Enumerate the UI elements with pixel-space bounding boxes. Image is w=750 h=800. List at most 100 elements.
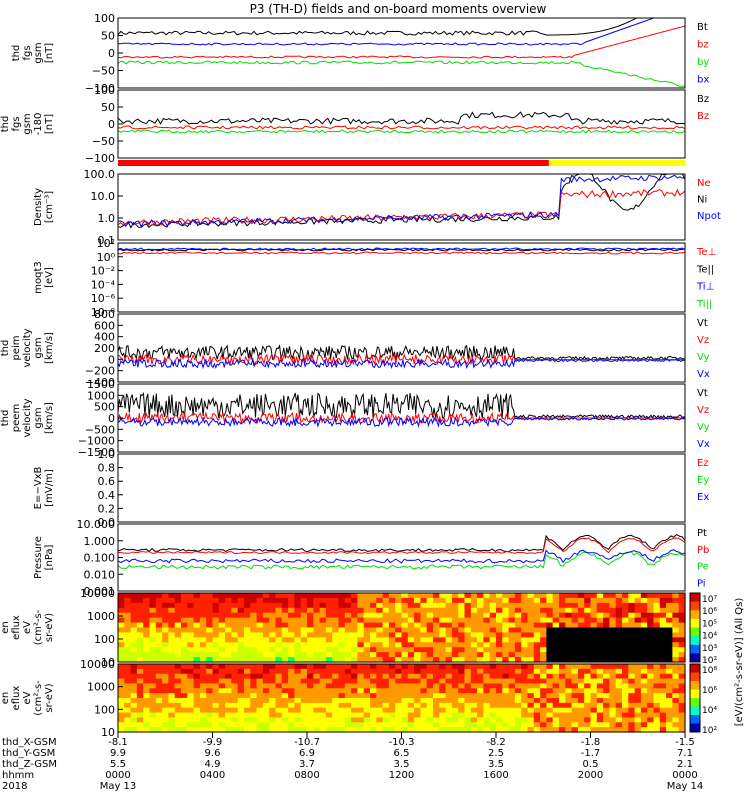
spectrogram-cell — [533, 683, 541, 689]
spectrogram-cell — [262, 678, 270, 685]
spectrogram-cell — [275, 622, 283, 629]
spectrogram-cell — [269, 642, 277, 648]
spectrogram-cell — [199, 617, 207, 624]
spectrogram-cell — [540, 607, 547, 614]
spectrogram-cell — [584, 607, 592, 614]
colorbar-label: [eV/(cm²-s-sr-eV)] (All Qs) — [734, 598, 745, 727]
spectrogram-cell — [678, 637, 686, 643]
ylabel-line: thd — [0, 116, 11, 133]
spectrogram-cell — [225, 707, 232, 714]
spectrogram-cell — [244, 722, 251, 728]
spectrogram-cell — [647, 698, 655, 704]
spectrogram-cell — [370, 602, 377, 609]
spectrogram-cell — [546, 707, 554, 714]
ytick-label: 1000 — [87, 681, 115, 694]
spectrogram-cell — [225, 688, 232, 694]
spectrogram-cell — [118, 683, 125, 689]
spectrogram-cell — [294, 673, 302, 680]
spectrogram-cell — [382, 668, 390, 675]
spectrogram-cell — [181, 722, 188, 728]
spectrogram-cell — [212, 612, 220, 619]
ylabel-line: (cm²-s- — [33, 609, 44, 645]
spectrogram-cell — [401, 612, 409, 619]
spectrogram-cell — [395, 698, 403, 704]
spectrogram-cell — [269, 688, 277, 694]
spectrogram-cell — [577, 593, 585, 599]
spectrogram-cell — [426, 627, 434, 634]
spectrogram-cell — [370, 652, 377, 658]
spectrogram-cell — [571, 712, 579, 719]
spectrogram-cell — [552, 678, 560, 685]
spectrogram-cell — [193, 683, 201, 689]
xtick-y: -1.7 — [581, 748, 601, 759]
spectrogram-cell — [678, 688, 686, 694]
spectrogram-cell — [420, 702, 428, 709]
spectrogram-cell — [634, 627, 642, 634]
spectrogram-cell — [143, 678, 151, 685]
spectrogram-cell — [622, 597, 629, 604]
colorbar-tick: 10² — [702, 656, 717, 666]
spectrogram-cell — [590, 657, 598, 663]
colorbar-tick: 10³ — [702, 644, 717, 654]
spectrogram-cell — [155, 622, 163, 629]
spectrogram-cell — [470, 612, 478, 619]
spectrogram-cell — [244, 698, 251, 704]
spectrogram-cell — [640, 622, 648, 629]
spectrogram-cell — [496, 637, 503, 643]
spectrogram-cell — [496, 678, 503, 685]
spectrogram-cell — [168, 707, 176, 714]
spectrogram-cell — [414, 698, 421, 704]
spectrogram-cell — [496, 593, 503, 599]
spectrogram-cell — [382, 593, 390, 599]
spectrogram-cell — [439, 637, 447, 643]
spectrogram-cell — [130, 617, 138, 624]
spectrogram-cell — [300, 647, 308, 653]
ytick-label: 10000 — [80, 587, 115, 600]
spectrogram-cell — [533, 617, 541, 624]
spectrogram-cell — [307, 627, 314, 634]
spectrogram-cell — [464, 707, 472, 714]
spectrogram-cell — [622, 617, 629, 624]
spectrogram-cell — [351, 688, 358, 694]
spectrogram-cell — [477, 617, 484, 624]
spectrogram-cell — [124, 597, 132, 604]
spectrogram-cell — [559, 673, 566, 680]
spectrogram-cell — [212, 693, 220, 699]
spectrogram-cell — [281, 657, 289, 663]
spectrogram-cell — [451, 593, 459, 599]
spectrogram-cell — [332, 717, 340, 723]
spectrogram-cell — [464, 637, 472, 643]
spectrogram-cell — [672, 722, 680, 728]
ylabel-line: gsm — [22, 113, 33, 134]
spectrogram-cell — [338, 607, 346, 614]
spectrogram-cell — [628, 673, 636, 680]
spectrogram-cell — [118, 673, 125, 680]
spectrogram-cell — [615, 642, 623, 648]
ylabel-line: gsm — [33, 337, 44, 358]
spectrogram-cell — [174, 698, 182, 704]
spectrogram-cell — [609, 722, 617, 728]
spectrogram-cell — [565, 717, 573, 723]
spectrogram-cell — [187, 727, 195, 733]
spectrogram-cell — [174, 612, 182, 619]
spectrogram-cell — [143, 652, 151, 658]
spectrogram-cell — [672, 642, 680, 648]
spectrogram-cell — [199, 668, 207, 675]
spectrogram-cell — [149, 702, 157, 709]
spectrogram-cell — [577, 702, 585, 709]
spectrogram-cell — [370, 717, 377, 723]
spectrogram-cell — [489, 693, 497, 699]
spectrogram-cell — [218, 647, 226, 653]
spectrogram-cell — [338, 693, 346, 699]
spectrogram-cell — [445, 693, 453, 699]
spectrogram-cell — [565, 702, 573, 709]
spectrogram-cell — [546, 652, 554, 658]
spectrogram-cell — [143, 627, 151, 634]
spectrogram-cell — [407, 668, 415, 675]
spectrogram-cell — [590, 693, 598, 699]
spectrogram-cell — [615, 693, 623, 699]
spectrogram-cell — [155, 717, 163, 723]
spectrogram-cell — [470, 668, 478, 675]
spectrogram-cell — [376, 673, 384, 680]
